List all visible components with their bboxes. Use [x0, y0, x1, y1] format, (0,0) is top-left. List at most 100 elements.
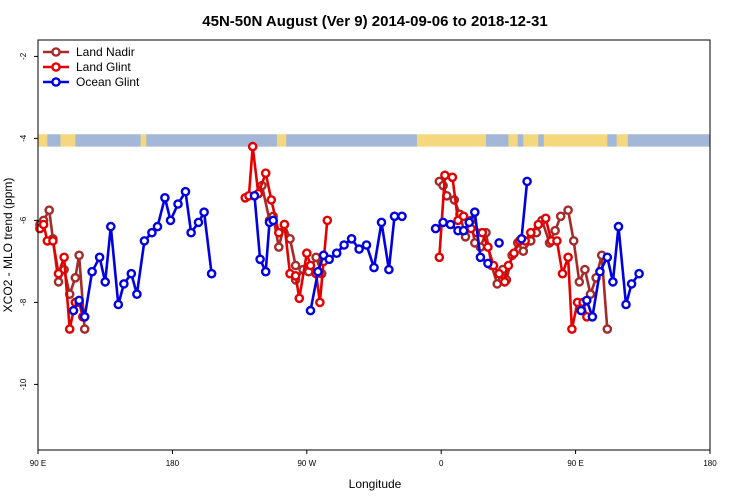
data-point — [540, 213, 551, 224]
x-axis: 90 E 180 90 W 0 90 E 180 — [30, 450, 717, 468]
data-point — [595, 266, 605, 277]
y-tick-label: -8 — [19, 298, 28, 306]
data-point — [499, 277, 510, 287]
data-point — [74, 250, 84, 261]
legend-swatch-marker — [51, 77, 61, 87]
legend-item: Land Glint — [43, 60, 131, 74]
data-point — [152, 221, 163, 232]
data-point — [533, 219, 544, 230]
data-point — [580, 264, 590, 275]
data-point — [376, 217, 387, 228]
data-point — [324, 254, 335, 265]
data-point — [346, 233, 357, 244]
data-point — [186, 227, 196, 238]
data-point — [206, 268, 217, 279]
land-band-ocean-span — [486, 134, 509, 147]
data-point — [576, 305, 587, 316]
data-point — [397, 211, 407, 222]
data-point — [483, 258, 493, 269]
data-point — [87, 266, 97, 277]
series-line — [580, 225, 641, 319]
land-band-ocean-span — [286, 134, 417, 147]
data-point — [582, 295, 592, 306]
data-point — [458, 211, 469, 222]
land-ocean-band — [38, 134, 710, 147]
data-point — [494, 268, 504, 279]
data-point — [38, 219, 49, 230]
data-point — [165, 215, 176, 226]
data-point — [74, 295, 84, 306]
x-tick-label: 180 — [703, 459, 717, 468]
data-point — [483, 242, 493, 252]
land-band-ocean-span — [146, 134, 277, 147]
data-point — [273, 227, 284, 238]
data-point — [602, 252, 613, 263]
data-point — [389, 211, 400, 222]
data-point — [602, 324, 613, 334]
data-point — [290, 270, 301, 281]
data-point — [126, 268, 137, 279]
chart-title: 45N-50N August (Ver 9) 2014-09-06 to 201… — [202, 13, 547, 30]
data-point — [260, 266, 271, 277]
data-point — [621, 299, 631, 310]
data-point — [369, 262, 379, 273]
data-point — [503, 260, 514, 271]
series-layer — [35, 141, 644, 334]
legend-label: Land Nadir — [76, 45, 135, 59]
data-point — [70, 272, 81, 283]
legend-swatch-marker — [51, 62, 61, 72]
data-point — [494, 238, 504, 248]
data-point — [522, 176, 532, 187]
legend-label: Land Glint — [76, 60, 131, 74]
y-tick-label: -4 — [19, 134, 28, 142]
data-point — [331, 248, 342, 258]
data-point — [568, 236, 579, 246]
series-line — [520, 181, 529, 239]
series-2 — [68, 176, 644, 322]
data-point — [518, 246, 529, 256]
data-point — [100, 277, 110, 287]
x-tick-label: 0 — [439, 459, 444, 468]
data-point — [458, 225, 469, 236]
data-point — [279, 219, 290, 230]
data-point — [322, 215, 333, 226]
data-point — [53, 277, 64, 287]
data-point — [475, 252, 486, 263]
data-point — [563, 205, 573, 215]
legend-label: Ocean Glint — [76, 75, 140, 89]
data-point — [445, 219, 456, 230]
data-point — [438, 217, 448, 228]
y-tick-label: -6 — [19, 216, 28, 224]
data-point — [290, 260, 301, 271]
data-point — [199, 207, 209, 217]
data-point — [552, 236, 562, 246]
data-point — [147, 227, 157, 238]
plot-frame — [37, 39, 711, 451]
data-point — [354, 244, 364, 254]
data-point — [384, 264, 394, 275]
data-point — [249, 190, 260, 201]
data-point — [339, 240, 349, 250]
data-point — [79, 311, 90, 322]
data-point — [113, 299, 124, 310]
data-point — [311, 252, 321, 263]
data-point — [440, 170, 450, 181]
data-point — [94, 252, 105, 263]
data-point — [313, 266, 323, 277]
data-point — [557, 268, 568, 279]
x-tick-label: 180 — [166, 459, 180, 468]
x-tick-label: 90 E — [567, 459, 583, 468]
data-point — [273, 242, 284, 252]
y-tick-label: -2 — [19, 52, 28, 60]
data-point — [361, 240, 372, 250]
data-point — [574, 277, 585, 287]
data-point — [173, 199, 183, 209]
data-point — [64, 324, 75, 334]
legend-item: Land Nadir — [43, 45, 135, 59]
data-point — [79, 324, 90, 334]
land-band-ocean-span — [75, 134, 141, 147]
data-point — [434, 252, 445, 263]
data-point — [516, 233, 527, 244]
